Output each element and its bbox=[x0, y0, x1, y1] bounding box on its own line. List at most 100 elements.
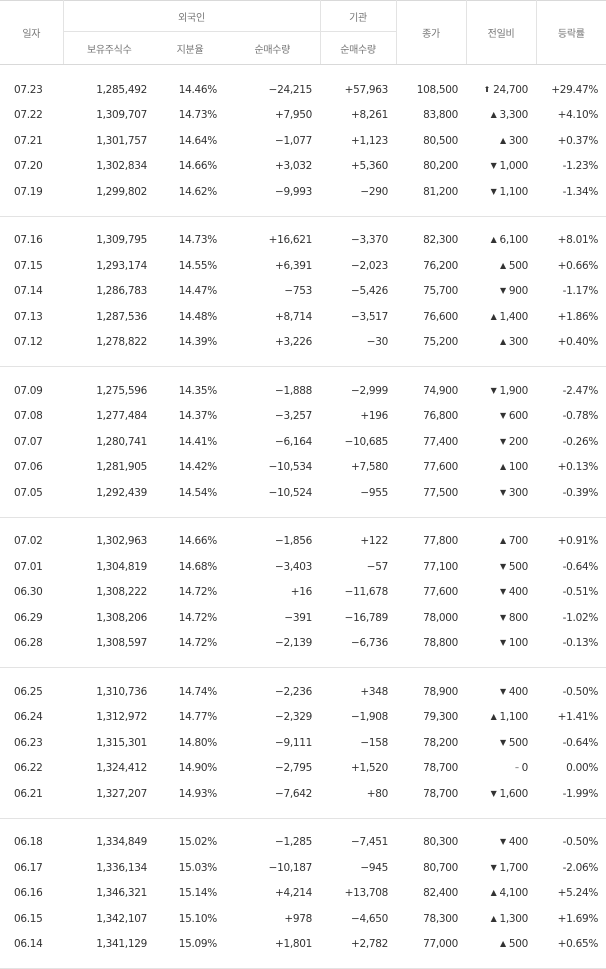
up-arrow-icon: ▲ bbox=[491, 312, 497, 321]
cell-change-rate: +5.24% bbox=[536, 881, 606, 907]
cell-change-rate: +4.10% bbox=[536, 103, 606, 129]
down-arrow-icon: ▼ bbox=[500, 613, 506, 622]
spacer-cell bbox=[0, 367, 606, 378]
cell-date: 07.07 bbox=[0, 429, 63, 455]
change-value: 400 bbox=[509, 586, 528, 598]
cell-institution-net-buy: −4,650 bbox=[320, 906, 396, 932]
cell-change: ▼500 bbox=[466, 730, 536, 756]
up-arrow-icon: ▲ bbox=[500, 462, 506, 471]
cell-institution-net-buy: +80 bbox=[320, 781, 396, 807]
cell-close-price: 108,500 bbox=[396, 77, 466, 103]
cell-date: 07.13 bbox=[0, 304, 63, 330]
cell-close-price: 80,500 bbox=[396, 128, 466, 154]
group-spacer bbox=[0, 217, 606, 228]
down-arrow-icon: ▼ bbox=[500, 437, 506, 446]
cell-ownership-ratio: 14.41% bbox=[155, 429, 225, 455]
change-value: 1,000 bbox=[499, 160, 528, 172]
down-arrow-icon: ▼ bbox=[500, 687, 506, 696]
cell-holdings: 1,310,736 bbox=[63, 679, 155, 705]
cell-holdings: 1,278,822 bbox=[63, 330, 155, 356]
cell-change: ▼400 bbox=[466, 679, 536, 705]
group-spacer bbox=[0, 518, 606, 529]
down-arrow-icon: ▼ bbox=[491, 161, 497, 170]
group-spacer bbox=[0, 668, 606, 679]
spacer-cell bbox=[0, 668, 606, 679]
cell-close-price: 77,400 bbox=[396, 429, 466, 455]
cell-change: ▼1,900 bbox=[466, 378, 536, 404]
cell-foreign-net-buy: −2,139 bbox=[225, 631, 320, 657]
cell-institution-net-buy: −158 bbox=[320, 730, 396, 756]
change-value: 600 bbox=[509, 410, 528, 422]
cell-close-price: 78,700 bbox=[396, 781, 466, 807]
cell-foreign-net-buy: −10,187 bbox=[225, 855, 320, 881]
cell-ownership-ratio: 14.62% bbox=[155, 179, 225, 205]
cell-holdings: 1,292,439 bbox=[63, 480, 155, 506]
cell-close-price: 82,300 bbox=[396, 228, 466, 254]
cell-change-rate: -2.47% bbox=[536, 378, 606, 404]
cell-change-rate: +0.91% bbox=[536, 529, 606, 555]
cell-institution-net-buy: −2,999 bbox=[320, 378, 396, 404]
cell-holdings: 1,302,834 bbox=[63, 154, 155, 180]
investor-trading-table-panel: 일자 외국인 기관 종가 전일비 등락률 보유주식수 지분율 순매수량 순매수량… bbox=[0, 0, 606, 814]
cell-change: –0 bbox=[466, 756, 536, 782]
cell-ownership-ratio: 15.10% bbox=[155, 906, 225, 932]
cell-change: ▲1,400 bbox=[466, 304, 536, 330]
cell-ownership-ratio: 14.48% bbox=[155, 304, 225, 330]
cell-foreign-net-buy: −6,164 bbox=[225, 429, 320, 455]
cell-holdings: 1,315,301 bbox=[63, 730, 155, 756]
cell-ownership-ratio: 15.02% bbox=[155, 830, 225, 856]
cell-institution-net-buy: +2,782 bbox=[320, 932, 396, 958]
spacer-cell bbox=[0, 217, 606, 228]
cell-holdings: 1,281,905 bbox=[63, 455, 155, 481]
cell-change-rate: 0.00% bbox=[536, 756, 606, 782]
cell-institution-net-buy: −290 bbox=[320, 179, 396, 205]
cell-change-rate: +0.13% bbox=[536, 455, 606, 481]
change-value: 4,100 bbox=[499, 887, 528, 899]
cell-date: 06.23 bbox=[0, 730, 63, 756]
up-arrow-icon: ▲ bbox=[491, 914, 497, 923]
cell-holdings: 1,304,819 bbox=[63, 554, 155, 580]
cell-date: 07.12 bbox=[0, 330, 63, 356]
cell-holdings: 1,302,963 bbox=[63, 529, 155, 555]
cell-institution-net-buy: −57 bbox=[320, 554, 396, 580]
cell-foreign-net-buy: +3,226 bbox=[225, 330, 320, 356]
down-arrow-icon: ▼ bbox=[500, 638, 506, 647]
down-arrow-icon: ▼ bbox=[500, 286, 506, 295]
cell-foreign-net-buy: −9,111 bbox=[225, 730, 320, 756]
cell-ownership-ratio: 14.73% bbox=[155, 103, 225, 129]
cell-change-rate: +0.40% bbox=[536, 330, 606, 356]
cell-change-rate: +1.69% bbox=[536, 906, 606, 932]
change-value: 100 bbox=[509, 461, 528, 473]
cell-holdings: 1,308,222 bbox=[63, 580, 155, 606]
cell-institution-net-buy: −945 bbox=[320, 855, 396, 881]
cell-foreign-net-buy: +7,950 bbox=[225, 103, 320, 129]
cell-change-rate: +1.86% bbox=[536, 304, 606, 330]
cell-foreign-net-buy: −2,795 bbox=[225, 756, 320, 782]
cell-change-rate: +8.01% bbox=[536, 228, 606, 254]
cell-change: ▼1,700 bbox=[466, 855, 536, 881]
cell-ownership-ratio: 14.42% bbox=[155, 455, 225, 481]
group-spacer bbox=[0, 819, 606, 830]
change-value: 24,700 bbox=[493, 84, 528, 96]
cell-change-rate: -1.23% bbox=[536, 154, 606, 180]
cell-institution-net-buy: −6,736 bbox=[320, 631, 396, 657]
cell-institution-net-buy: −2,023 bbox=[320, 253, 396, 279]
header-institution-group: 기관 bbox=[320, 1, 396, 32]
header-date: 일자 bbox=[0, 1, 63, 65]
cell-ownership-ratio: 14.72% bbox=[155, 605, 225, 631]
change-value: 500 bbox=[509, 737, 528, 749]
cell-foreign-net-buy: +8,714 bbox=[225, 304, 320, 330]
cell-institution-net-buy: −3,517 bbox=[320, 304, 396, 330]
change-value: 1,100 bbox=[499, 186, 528, 198]
cell-ownership-ratio: 14.55% bbox=[155, 253, 225, 279]
cell-institution-net-buy: +7,580 bbox=[320, 455, 396, 481]
